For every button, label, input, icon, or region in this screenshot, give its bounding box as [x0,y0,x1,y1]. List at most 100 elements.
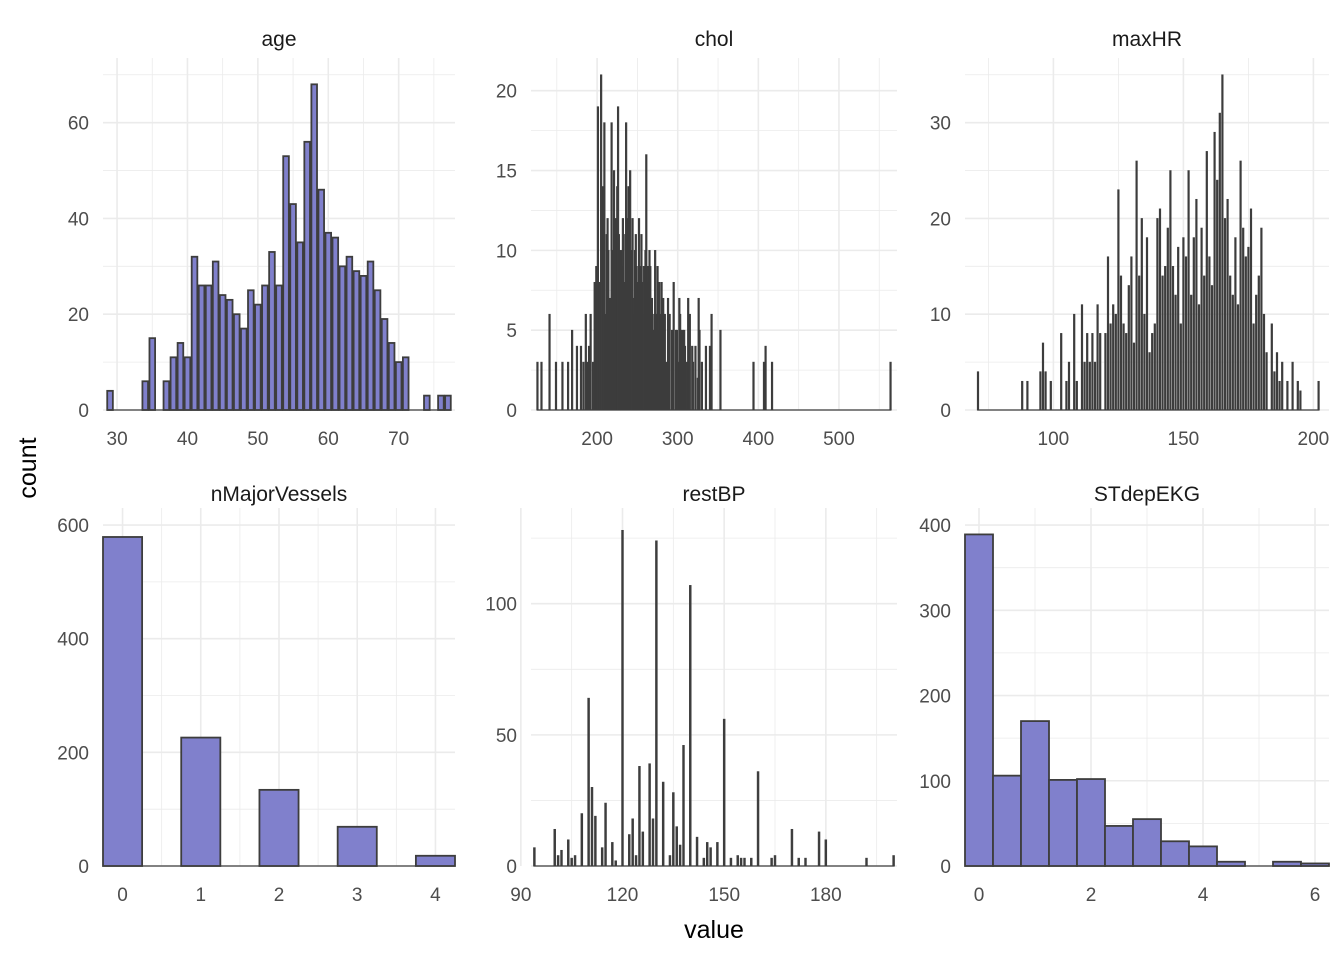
x-tick-label: 4 [430,885,441,906]
histogram-bar [739,857,743,867]
histogram-bar [678,844,682,867]
histogram-bar [1086,333,1089,411]
histogram-bar [402,356,410,411]
histogram-bar [1255,294,1258,411]
histogram-bar [600,847,604,867]
y-tick-label: 5 [506,321,517,342]
histogram-bar [1106,256,1110,411]
y-tick-label: 20 [68,305,89,326]
histogram-bar [218,294,227,411]
histogram-bar [695,836,699,867]
histogram-bar [705,842,709,867]
histogram-bar [1286,380,1289,411]
histogram-bar [804,857,807,867]
panel-title-chol: chol [695,28,734,51]
histogram-bar [1075,380,1078,411]
histogram-bar [197,284,206,411]
histogram-bar [1200,227,1203,411]
histogram-bar [603,122,606,411]
x-tick-label: 60 [318,429,339,450]
histogram-bar [1073,313,1076,411]
x-tick-label: 150 [708,885,740,906]
histogram-bar [1299,390,1302,411]
histogram-bar [964,533,994,867]
histogram-bar [1122,323,1125,411]
histogram-bar [1234,237,1237,411]
y-tick-label: 100 [919,772,951,793]
histogram-bar [1166,227,1169,411]
histogram-bar [556,855,560,867]
histogram-bar [790,828,794,867]
x-tick-label: 70 [388,429,409,450]
histogram-bar [700,361,704,411]
histogram-bar [1156,218,1159,411]
histogram-bar [567,839,570,867]
histogram-bar [1171,266,1175,411]
histogram-bar [655,540,658,867]
x-axis-title: value [684,916,744,944]
y-tick-label: 0 [78,857,89,878]
histogram-bar [668,855,672,867]
histogram-bar [268,251,276,411]
histogram-bar [261,284,269,411]
histogram-bar [628,834,631,867]
x-tick-label: 90 [510,885,531,906]
histogram-bar [536,361,539,411]
histogram-bar [296,241,304,411]
histogram-bar [770,361,774,411]
histogram-bar [1145,237,1149,411]
histogram-bar [1132,342,1136,411]
histogram-bar [1260,227,1263,411]
histogram-bar [1213,131,1216,411]
histogram-bar [1187,170,1190,411]
histogram-bar [668,313,671,411]
x-tick-label: 200 [1298,429,1330,450]
panel-chol: chol 0 5 10 15 20 200 300 400 500 [496,28,897,450]
histogram-bar [1109,323,1112,411]
histogram-bar [226,298,234,411]
y-tick-label: 100 [485,595,517,616]
y-tick-label: 300 [919,601,951,622]
histogram-bar [1148,352,1151,411]
x-tick-label: 4 [1198,885,1209,906]
histogram-bar [204,284,213,411]
histogram-bar [631,818,634,867]
histogram-bar [1249,208,1253,411]
histogram-bar [352,270,361,411]
histogram-bar [1317,380,1320,411]
panel-maxhr: maxHR 0 10 20 30 100 150 200 [930,28,1329,450]
histogram-bar [282,155,290,411]
histogram-bar [1048,779,1078,867]
histogram-bar [1218,112,1221,411]
histogram-bar [1117,189,1120,411]
panel-title-stdepekg: STdepEKG [1094,483,1200,506]
histogram-bar [1041,342,1045,411]
histogram-bar [148,337,156,411]
histogram-bar [1226,198,1229,411]
x-tick-label: 2 [274,885,285,906]
histogram-bar [444,394,452,411]
histogram-bar [1216,179,1219,411]
histogram-bar [1138,275,1141,411]
histogram-bar [1270,323,1273,411]
histogram-bar [992,774,1022,867]
histogram-bar [1221,74,1224,411]
y-tick-label: 600 [57,516,89,537]
histogram-bar [560,849,563,867]
histogram-bar [589,313,592,411]
histogram-bar [310,83,318,411]
histogram-bar [651,818,655,867]
histogram-bar [1125,333,1128,411]
histogram-bar [566,361,570,411]
histogram-bar [1067,361,1071,411]
histogram-bar [709,847,712,867]
histogram-bar [797,857,800,867]
histogram-bar [1140,218,1143,411]
histogram-bar [579,345,583,411]
histogram-bar [1096,304,1099,411]
histogram-bar [1247,246,1250,411]
y-tick-label: 200 [57,743,89,764]
histogram-bar [1190,294,1193,411]
y-tick-label: 200 [919,687,951,708]
